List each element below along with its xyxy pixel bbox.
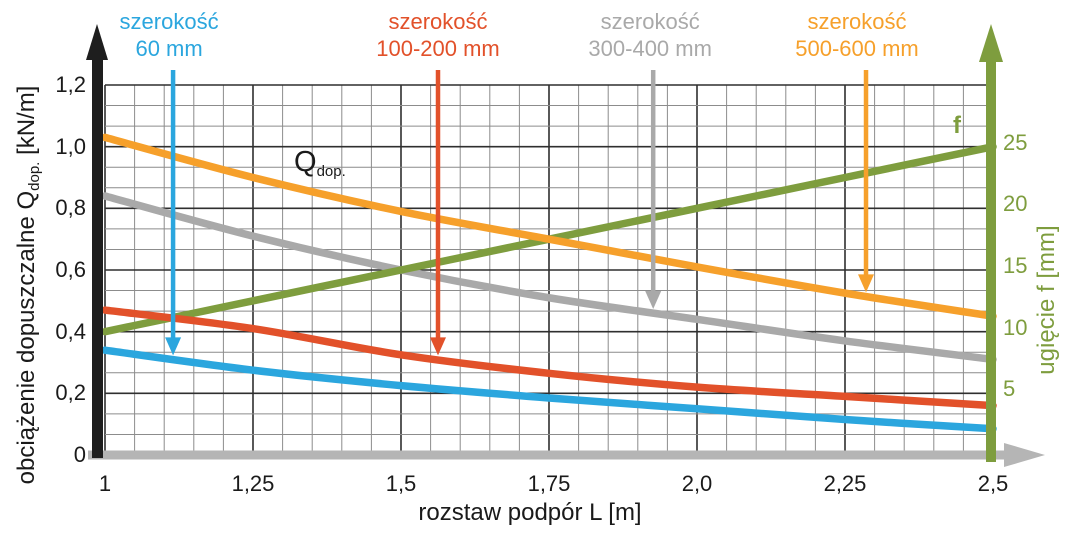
qdop-curve-label-subscript: dop.	[316, 163, 346, 180]
curve-label-4: szerokość 500-600 mm	[762, 8, 952, 62]
rtick-label: 20	[1003, 191, 1028, 217]
rtick-label: 5	[1003, 376, 1016, 402]
curve-width-100-200mm	[101, 306, 997, 410]
ltick-label: 1,2	[55, 72, 86, 97]
x-axis-arrowhead	[1004, 443, 1045, 467]
right-axis-line	[986, 56, 996, 462]
xtick-label: 2,25	[823, 471, 867, 496]
x-axis-line	[88, 450, 1006, 460]
curve-label-line2: 500-600 mm	[795, 36, 919, 61]
xtick-label: 1	[98, 471, 112, 496]
ltick-label: 0,8	[55, 195, 86, 221]
annotation-arrowhead	[165, 337, 182, 356]
curve-label-1: szerokość 60 mm	[74, 8, 264, 62]
xtick-label: 1,75	[527, 471, 571, 496]
right-axis-title: ugięcie f [mm]	[1033, 225, 1060, 375]
left-axis-arrowhead	[86, 24, 108, 60]
rtick-label: 25	[1003, 129, 1028, 155]
curve-label-line1: szerokość	[807, 9, 907, 34]
f-curve-label: f	[953, 112, 961, 139]
curve-label-line2: 100-200 mm	[376, 36, 500, 61]
left-axis-title: obciążenie dopuszczalne Qdop. [kN/m]	[13, 63, 43, 507]
left-axis-title-subscript: dop.	[26, 161, 43, 191]
x-axis-title: rozstaw podpór L [m]	[418, 499, 642, 526]
xtick-label: 1,25	[231, 471, 275, 496]
curve-label-line1: szerokość	[388, 9, 488, 34]
ltick-label: 0,6	[55, 257, 86, 282]
left-axis-line	[92, 52, 103, 458]
qdop-curve-label-q: Q	[294, 146, 317, 178]
curve-label-3: szerokość 300-400 mm	[555, 8, 745, 62]
qdop-curve-label: Qdop.	[294, 146, 346, 180]
rtick-label: 10	[1003, 314, 1028, 340]
xtick-label: 1,5	[385, 471, 417, 496]
curve-label-line2: 300-400 mm	[588, 36, 712, 61]
annotation-arrowhead	[858, 274, 875, 293]
curve-width-500-600mm	[101, 133, 997, 320]
ltick-label: 0,2	[55, 380, 86, 406]
curve-label-line1: szerokość	[600, 9, 700, 34]
curve-label-line2: 60 mm	[135, 36, 203, 61]
annotation-arrowhead	[430, 337, 446, 356]
curve-width-300-400mm	[101, 192, 997, 364]
rtick-label: 15	[1003, 253, 1028, 278]
curve-width-60mm	[101, 346, 997, 433]
curve-label-2: szerokość 100-200 mm	[343, 8, 533, 62]
ltick-label: 0	[73, 442, 86, 467]
ltick-label: 0,4	[55, 318, 86, 344]
ltick-label: 1,0	[55, 133, 86, 159]
xtick-label: 2,5	[977, 471, 1009, 496]
right-axis-arrowhead	[979, 24, 1003, 62]
annotation-arrowhead	[645, 290, 662, 309]
curve-label-line1: szerokość	[119, 9, 219, 34]
xtick-label: 2,0	[681, 471, 713, 496]
